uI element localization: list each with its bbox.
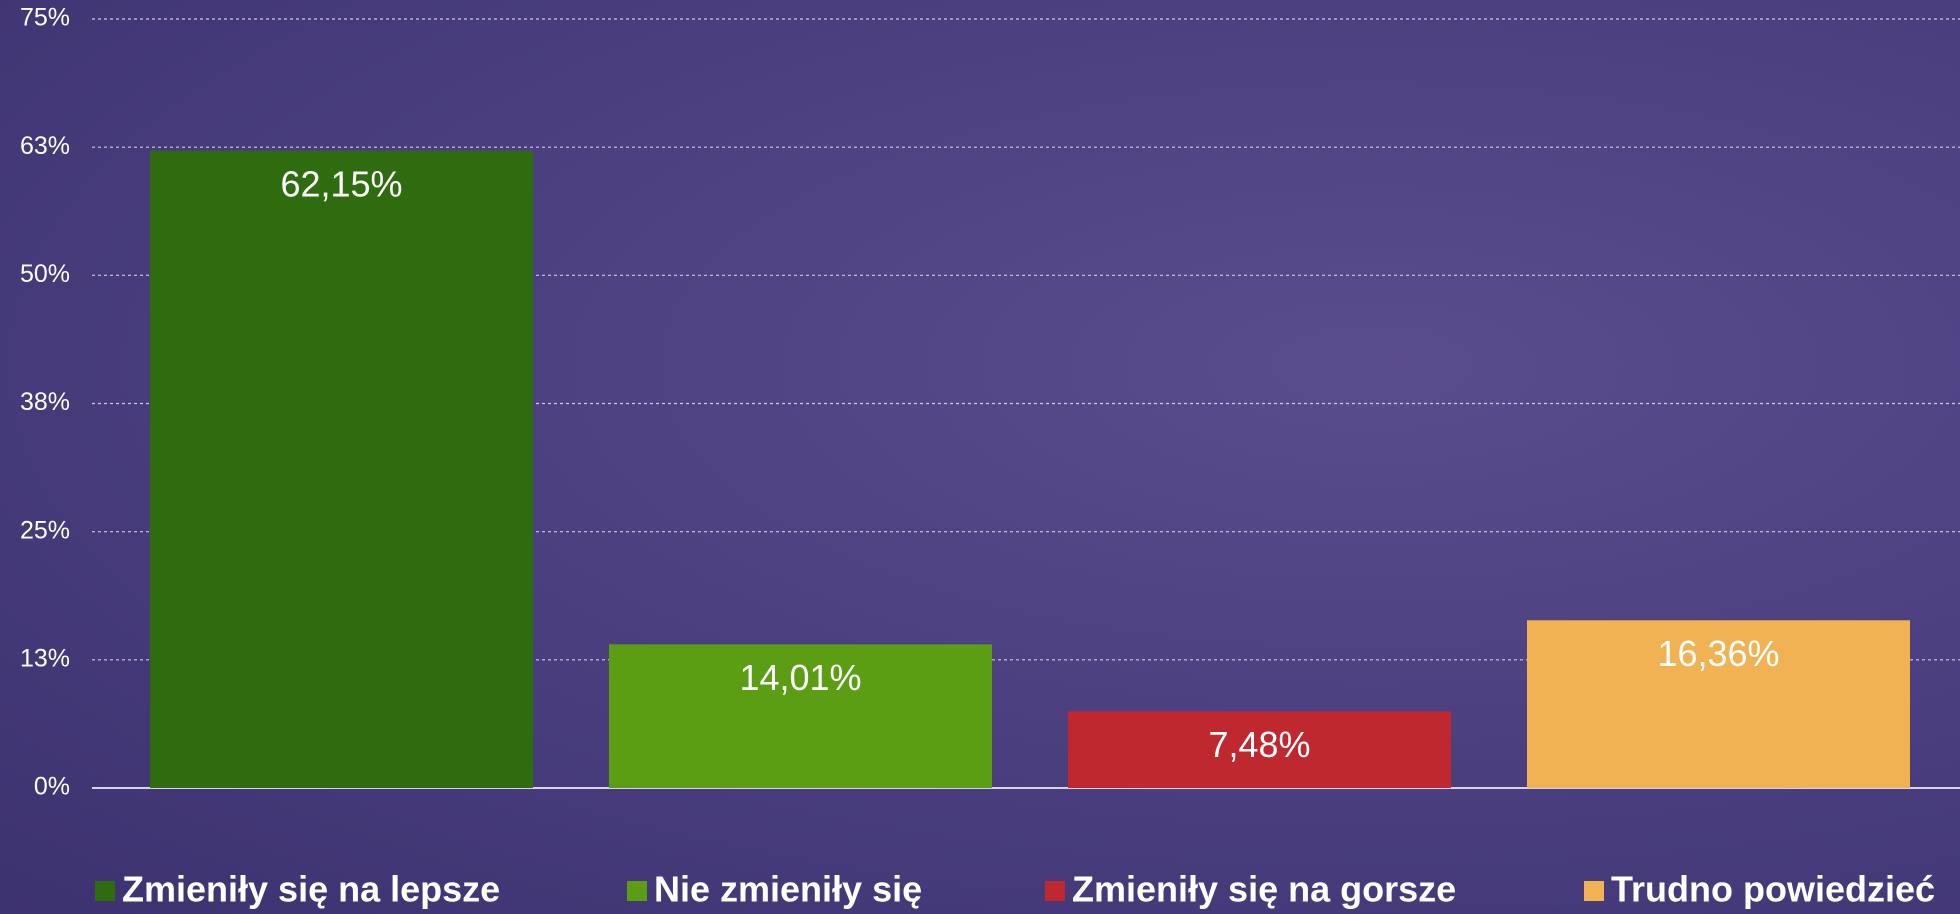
legend-label: Trudno powiedzieć [1611,869,1935,910]
bar [150,150,533,788]
bar [1527,620,1910,788]
legend-swatch [1045,881,1065,901]
bar [609,644,992,788]
y-tick-label: 13% [20,644,70,672]
legend-swatch [627,881,647,901]
bar [1068,711,1451,788]
legend-swatch [95,881,115,901]
legend-swatch [1584,881,1604,901]
y-tick-label: 63% [20,132,70,160]
y-tick-label: 0% [34,773,70,801]
y-tick-label: 50% [20,260,70,288]
y-tick-label: 25% [20,516,70,544]
data-label: 62,15% [280,163,402,204]
legend-label: Nie zmieniły się [654,869,922,910]
data-label: 7,48% [1208,724,1310,765]
data-label: 14,01% [739,657,861,698]
y-tick-label: 75% [20,4,70,32]
y-tick-label: 38% [20,388,70,416]
data-label: 16,36% [1657,633,1779,674]
legend-label: Zmieniły się na gorsze [1072,869,1456,910]
legend-label: Zmieniły się na lepsze [122,869,500,910]
